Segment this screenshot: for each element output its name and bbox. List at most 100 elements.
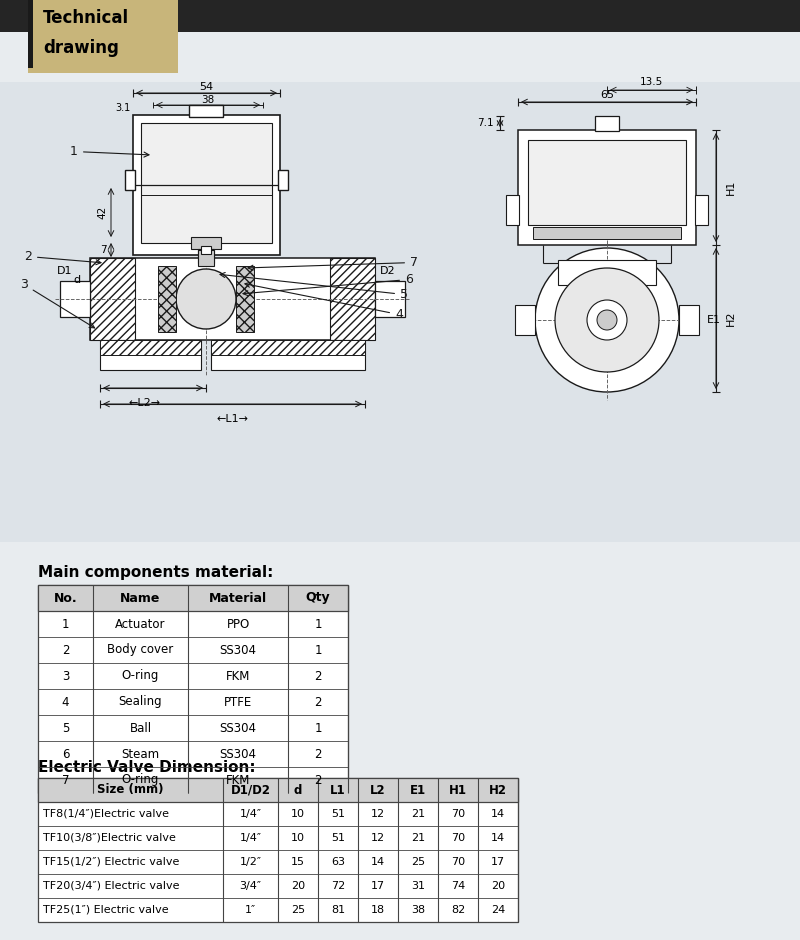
Text: 74: 74 — [451, 881, 465, 891]
Text: 65: 65 — [600, 90, 614, 100]
Text: 4: 4 — [62, 696, 70, 709]
Text: TF15(1/2″) Electric valve: TF15(1/2″) Electric valve — [43, 857, 179, 867]
Text: 2: 2 — [314, 696, 322, 709]
Text: 4: 4 — [245, 282, 403, 321]
Text: 25: 25 — [411, 857, 425, 867]
Circle shape — [587, 300, 627, 340]
Bar — [211, 340, 365, 370]
Text: TF25(1″) Electric valve: TF25(1″) Electric valve — [43, 905, 169, 915]
Bar — [558, 260, 656, 285]
Bar — [100, 340, 201, 355]
Bar — [158, 266, 176, 332]
Text: 54: 54 — [199, 82, 214, 92]
Text: L1: L1 — [330, 784, 346, 796]
Text: 6: 6 — [243, 273, 413, 296]
Text: FKM: FKM — [226, 669, 250, 682]
Text: H1: H1 — [449, 784, 467, 796]
Text: E1: E1 — [410, 784, 426, 796]
Text: 17: 17 — [491, 857, 505, 867]
Text: 21: 21 — [411, 809, 425, 819]
Bar — [189, 105, 223, 117]
Bar — [211, 340, 365, 355]
Text: 12: 12 — [371, 809, 385, 819]
Text: Sealing: Sealing — [118, 696, 162, 709]
Text: O-ring: O-ring — [122, 669, 159, 682]
Text: 10: 10 — [291, 833, 305, 843]
Text: 1/2″: 1/2″ — [239, 857, 262, 867]
Text: Name: Name — [120, 591, 161, 604]
Bar — [141, 123, 272, 243]
Text: 6: 6 — [62, 747, 70, 760]
Bar — [28, 0, 178, 68]
Text: 14: 14 — [491, 833, 505, 843]
Bar — [201, 246, 211, 254]
Text: TF20(3/4″) Electric valve: TF20(3/4″) Electric valve — [43, 881, 179, 891]
Bar — [60, 281, 90, 317]
Text: 3: 3 — [62, 669, 69, 682]
Text: Technical: Technical — [43, 9, 129, 27]
Text: Material: Material — [209, 591, 267, 604]
Text: 5: 5 — [220, 273, 408, 301]
Text: 3.1: 3.1 — [116, 103, 131, 113]
Text: SS304: SS304 — [219, 722, 257, 734]
Bar — [38, 778, 518, 922]
Text: 2: 2 — [62, 644, 70, 656]
Circle shape — [176, 269, 236, 329]
Text: PPO: PPO — [226, 618, 250, 631]
Text: 3/4″: 3/4″ — [239, 881, 262, 891]
Bar — [595, 116, 619, 131]
Circle shape — [555, 268, 659, 372]
Text: Size (mm): Size (mm) — [98, 784, 164, 796]
Bar — [528, 140, 686, 225]
Text: d: d — [294, 784, 302, 796]
Text: Actuator: Actuator — [115, 618, 166, 631]
Text: 51: 51 — [331, 809, 345, 819]
Bar — [515, 305, 535, 335]
Bar — [533, 227, 681, 239]
Text: 20: 20 — [491, 881, 505, 891]
Text: H2: H2 — [489, 784, 507, 796]
Text: 7: 7 — [248, 256, 418, 270]
Text: 1/4″: 1/4″ — [239, 809, 262, 819]
Text: 17: 17 — [371, 881, 385, 891]
Text: Electric Valve Dimension:: Electric Valve Dimension: — [38, 760, 256, 775]
Text: 14: 14 — [491, 809, 505, 819]
Text: 72: 72 — [331, 881, 345, 891]
Text: L2: L2 — [370, 784, 386, 796]
Text: 14: 14 — [371, 857, 385, 867]
Text: 24: 24 — [491, 905, 505, 915]
Text: 7: 7 — [100, 245, 107, 255]
Text: 70: 70 — [451, 857, 465, 867]
Bar — [133, 115, 280, 255]
Text: 51: 51 — [331, 833, 345, 843]
Text: PTFE: PTFE — [224, 696, 252, 709]
Text: Main components material:: Main components material: — [38, 565, 274, 580]
Text: 3: 3 — [20, 278, 94, 328]
Bar — [38, 585, 348, 793]
Text: Steam: Steam — [122, 747, 159, 760]
Text: Body cover: Body cover — [107, 644, 174, 656]
Bar — [38, 585, 348, 611]
Text: 7.1: 7.1 — [478, 118, 494, 128]
Text: 42: 42 — [97, 206, 107, 219]
Text: drawing: drawing — [43, 39, 119, 57]
Text: 2: 2 — [24, 250, 101, 265]
Text: 63: 63 — [331, 857, 345, 867]
Bar — [90, 258, 375, 340]
Text: TF8(1/4″)Electric valve: TF8(1/4″)Electric valve — [43, 809, 169, 819]
Text: 25: 25 — [291, 905, 305, 915]
Text: 7: 7 — [62, 774, 70, 787]
Bar — [695, 195, 708, 225]
Text: No.: No. — [54, 591, 78, 604]
Text: 1: 1 — [314, 722, 322, 734]
Text: D1: D1 — [57, 266, 72, 276]
Text: 21: 21 — [411, 833, 425, 843]
Text: SS304: SS304 — [219, 747, 257, 760]
Text: D2: D2 — [380, 266, 396, 276]
Bar — [0, 0, 800, 32]
Text: Ball: Ball — [130, 722, 151, 734]
Bar — [198, 249, 214, 263]
Bar — [278, 170, 288, 190]
Text: 70: 70 — [451, 809, 465, 819]
Circle shape — [597, 310, 617, 330]
